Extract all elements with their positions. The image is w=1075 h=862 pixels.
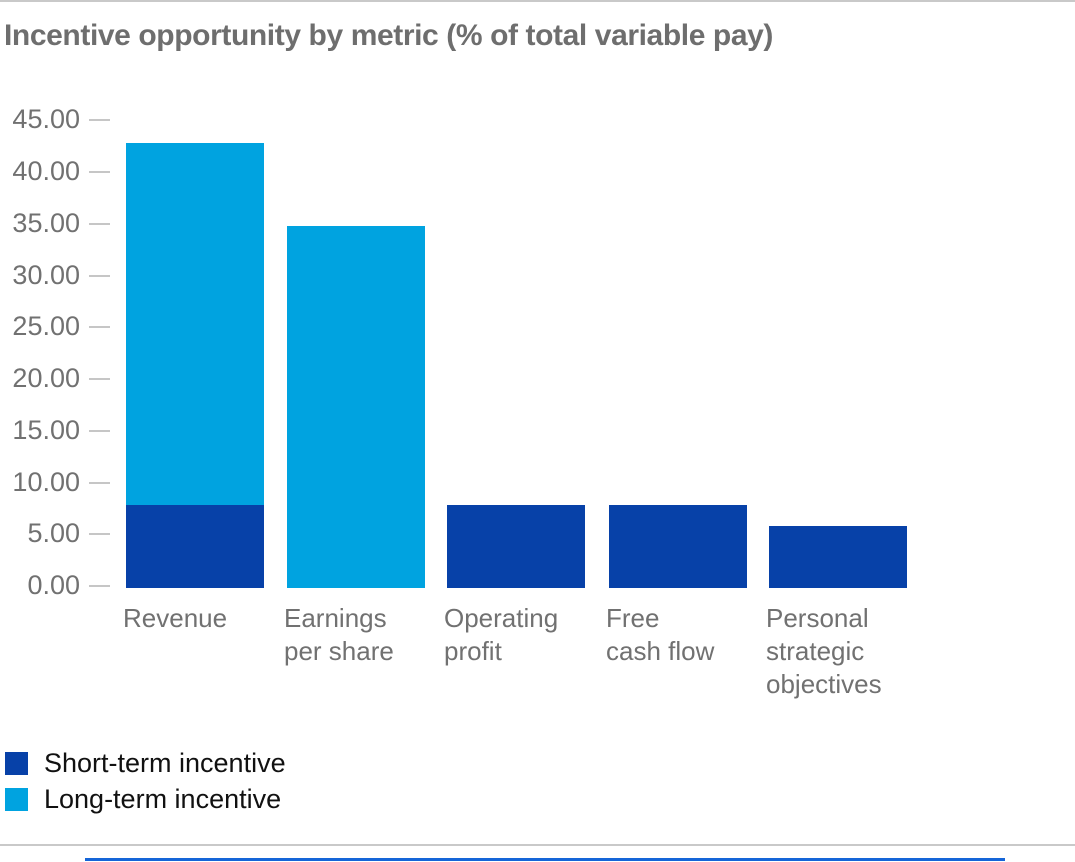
y-tick-label: 40.00 — [12, 156, 80, 186]
bar-segment — [609, 505, 747, 588]
legend-label: Long-term incentive — [44, 783, 282, 814]
y-tick-mark — [89, 274, 110, 277]
bar-segment — [769, 525, 907, 588]
category-label: Operating profit — [444, 602, 614, 668]
y-tick-mark — [89, 429, 110, 432]
y-tick-label: 5.00 — [27, 518, 80, 549]
category-label: Revenue — [123, 602, 293, 635]
legend-swatch — [5, 751, 28, 775]
legend-item: Short-term incentive — [5, 745, 286, 781]
y-tick-label: 25.00 — [12, 311, 80, 342]
category-label-line: Earnings — [284, 603, 387, 633]
category-label-line: Operating — [444, 603, 559, 633]
y-tick-label: 20.00 — [12, 363, 80, 393]
legend-label: Short-term incentive — [44, 747, 286, 778]
category-label: Personal strategic objectives — [766, 602, 936, 701]
category-label: Earnings per share — [284, 602, 454, 668]
y-tick-mark — [89, 481, 110, 484]
y-tick-mark — [89, 326, 110, 329]
bar-segment — [126, 505, 264, 588]
category-label-line: Personal — [766, 603, 869, 633]
category-label: Free cash flow — [606, 602, 776, 668]
bar-segment — [287, 225, 425, 588]
legend-item: Long-term incentive — [5, 781, 286, 817]
y-tick-mark — [89, 585, 110, 587]
legend: Short-term incentive Long-term incentive — [5, 745, 286, 817]
y-tick-mark — [89, 378, 110, 380]
bottom-accent-line — [85, 858, 1005, 861]
legend-swatch — [5, 787, 28, 811]
y-tick-label: 45.00 — [12, 104, 80, 135]
bar-segment — [447, 505, 585, 588]
category-label-line: objectives — [766, 669, 882, 699]
chart-title: Incentive opportunity by metric (% of to… — [4, 19, 774, 52]
category-label-line: Free — [606, 603, 660, 633]
category-label-line: per share — [284, 636, 394, 666]
y-tick-label: 10.00 — [12, 466, 80, 497]
y-tick-mark — [89, 119, 110, 122]
bottom-divider — [0, 844, 1075, 846]
bar-segment — [126, 142, 264, 506]
top-divider — [0, 0, 1075, 2]
y-tick-mark — [89, 533, 110, 536]
y-tick-label: 15.00 — [12, 414, 80, 445]
y-tick-label: 30.00 — [12, 259, 80, 290]
category-label-line: Revenue — [123, 603, 228, 633]
y-tick-label: 35.00 — [12, 207, 80, 238]
y-tick-mark — [89, 171, 110, 173]
y-tick-mark — [89, 222, 110, 225]
category-label-line: cash flow — [606, 636, 715, 666]
category-label-line: strategic — [766, 636, 865, 666]
category-label-line: profit — [444, 636, 502, 666]
y-tick-label: 0.00 — [27, 570, 80, 600]
